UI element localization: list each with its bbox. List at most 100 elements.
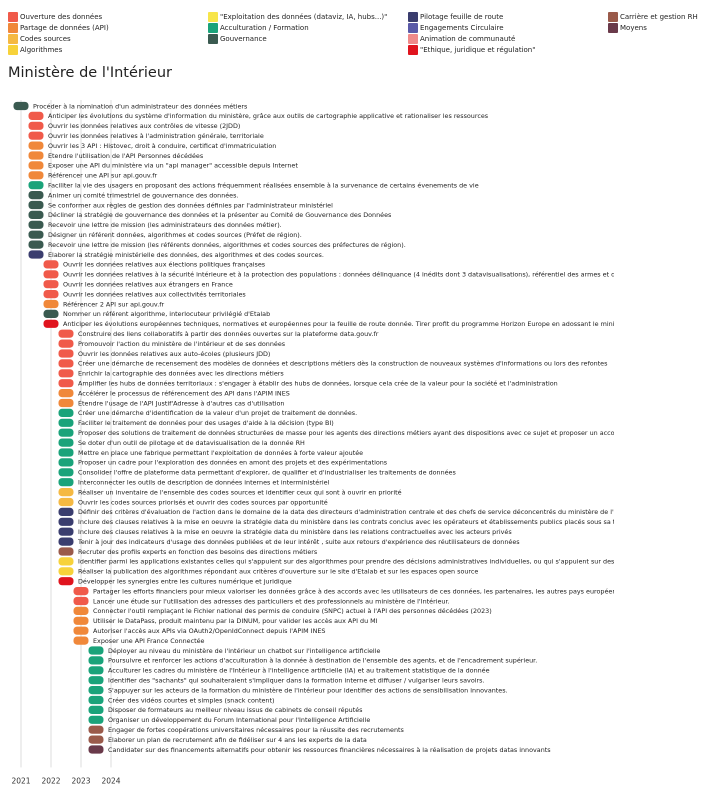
timeline-marker[interactable] <box>28 230 44 239</box>
legend-swatch <box>608 12 618 22</box>
timeline-marker[interactable] <box>58 478 74 487</box>
timeline-marker[interactable] <box>88 686 104 695</box>
legend-swatch <box>208 34 218 44</box>
timeline-marker[interactable] <box>58 359 74 368</box>
timeline-marker[interactable] <box>88 666 104 675</box>
timeline-marker[interactable] <box>88 745 104 754</box>
timeline-marker[interactable] <box>58 567 74 576</box>
timeline-item-label: Anticiper les évolutions européennes tec… <box>63 320 709 328</box>
timeline-marker[interactable] <box>58 517 74 526</box>
timeline-marker[interactable] <box>58 379 74 388</box>
timeline-marker[interactable] <box>58 339 74 348</box>
timeline-item-label: Etendre l'utilisation de l'API Personnes… <box>48 152 204 160</box>
timeline-marker[interactable] <box>28 111 44 120</box>
timeline-marker[interactable] <box>43 280 59 289</box>
timeline-marker[interactable] <box>88 735 104 744</box>
timeline-marker[interactable] <box>43 299 59 309</box>
timeline-marker[interactable] <box>73 587 89 596</box>
timeline-marker[interactable] <box>58 488 74 497</box>
timeline-marker[interactable] <box>88 676 104 685</box>
timeline-item-label: Mettre en place une fabrique permettant … <box>78 449 363 457</box>
timeline-marker[interactable] <box>28 171 44 180</box>
legend-swatch <box>208 23 218 33</box>
timeline-item-label: Proposer des solutions de traitement de … <box>78 429 658 437</box>
timeline-marker[interactable] <box>58 557 74 566</box>
legend-swatch <box>408 45 418 55</box>
timeline-marker[interactable] <box>58 408 74 417</box>
timeline-marker[interactable] <box>43 260 59 269</box>
timeline-marker[interactable] <box>58 329 74 338</box>
timeline-item-label: Se conformer aux règles de gestion des d… <box>48 201 333 209</box>
timeline-item-label: Ouvrir les données relatives aux étrange… <box>63 281 233 289</box>
timeline-marker[interactable] <box>58 349 74 358</box>
timeline-marker[interactable] <box>58 577 74 586</box>
timeline-marker[interactable] <box>58 497 74 507</box>
legend-label: Algorithmes <box>20 46 63 54</box>
legend-label: Acculturation / Formation <box>220 24 309 32</box>
timeline-item-label: Exposer une API du ministère via un "api… <box>48 162 298 170</box>
timeline-marker[interactable] <box>43 319 59 328</box>
timeline-marker[interactable] <box>58 458 74 467</box>
legend-swatch <box>408 34 418 44</box>
timeline-item-label: Identifier parmi les applications exista… <box>78 558 655 566</box>
legend-label: Pilotage feuille de route <box>420 13 504 21</box>
timeline-marker[interactable] <box>58 448 74 457</box>
legend-swatch <box>8 23 18 33</box>
timeline-marker[interactable] <box>88 656 104 665</box>
timeline-item-label: Inclure des clauses relatives à la mise … <box>78 518 633 526</box>
timeline-marker[interactable] <box>58 537 74 546</box>
timeline-item-label: S'appuyer sur les acteurs de la formatio… <box>108 686 508 694</box>
timeline-item-label: Ouvrir les données relatives aux collect… <box>63 290 246 298</box>
timeline-marker[interactable] <box>28 141 44 150</box>
timeline-marker[interactable] <box>28 220 44 229</box>
timeline-marker[interactable] <box>88 646 104 655</box>
timeline-item-label: Animer un comité trimestriel de gouverna… <box>48 191 238 199</box>
timeline-marker[interactable] <box>73 606 89 615</box>
timeline-marker[interactable] <box>88 715 104 724</box>
timeline-marker[interactable] <box>28 131 44 140</box>
timeline-marker[interactable] <box>28 210 44 219</box>
timeline-item-label: Elaborer la stratégie ministérielle des … <box>48 251 324 259</box>
timeline-item-label: Recevoir une lettre de mission (les admi… <box>48 221 282 229</box>
timeline-marker[interactable] <box>58 507 74 516</box>
timeline-marker[interactable] <box>58 547 74 556</box>
timeline-marker[interactable] <box>28 121 44 130</box>
timeline-marker[interactable] <box>88 695 104 705</box>
timeline-marker[interactable] <box>73 636 89 645</box>
timeline-marker[interactable] <box>43 309 59 318</box>
timeline-marker[interactable] <box>28 240 44 249</box>
timeline-marker[interactable] <box>88 705 104 714</box>
timeline-marker[interactable] <box>73 626 89 635</box>
timeline-marker[interactable] <box>43 290 59 299</box>
timeline-item-label: Autoriser l'accès aux APIs via OAuth2/Op… <box>93 627 325 635</box>
timeline-marker[interactable] <box>58 398 74 408</box>
timeline-marker[interactable] <box>28 191 44 200</box>
timeline-item-label: Poursuivre et renforcer les actions d'ac… <box>108 657 537 665</box>
timeline-marker[interactable] <box>13 101 29 111</box>
timeline-item-label: Faciliter le traitement de données pour … <box>78 419 334 427</box>
timeline-marker[interactable] <box>28 181 44 190</box>
legend-label: Animation de communauté <box>420 35 516 43</box>
timeline-marker[interactable] <box>58 369 74 378</box>
timeline-item-label: Interconnecter les outils de description… <box>78 479 330 487</box>
timeline-marker[interactable] <box>58 438 74 447</box>
timeline-marker[interactable] <box>58 428 74 437</box>
timeline-marker[interactable] <box>58 468 74 477</box>
timeline-item-label: Amplifier les hubs de données territoria… <box>78 380 558 388</box>
timeline-marker[interactable] <box>58 527 74 536</box>
timeline-item-label: Déployer au niveau du ministère de l'int… <box>108 647 380 655</box>
timeline-marker[interactable] <box>43 270 59 279</box>
timeline-item-label: Ouvrir les données relatives aux auto-éc… <box>78 350 270 358</box>
timeline-marker[interactable] <box>73 596 89 606</box>
timeline-item-label: Elaborer un plan de recrutement afin de … <box>108 736 367 744</box>
timeline-marker[interactable] <box>58 389 74 398</box>
timeline-marker[interactable] <box>28 161 44 170</box>
timeline-marker[interactable] <box>28 200 44 210</box>
timeline-item-label: Réaliser la publication des algorithmes … <box>78 568 478 576</box>
timeline-item-label: Étendre l'usage de l'API Justif'Adresse … <box>78 398 284 407</box>
timeline-marker[interactable] <box>73 616 89 625</box>
timeline-marker[interactable] <box>58 418 74 427</box>
timeline-marker[interactable] <box>28 151 44 160</box>
timeline-marker[interactable] <box>28 250 44 259</box>
timeline-marker[interactable] <box>88 725 104 734</box>
